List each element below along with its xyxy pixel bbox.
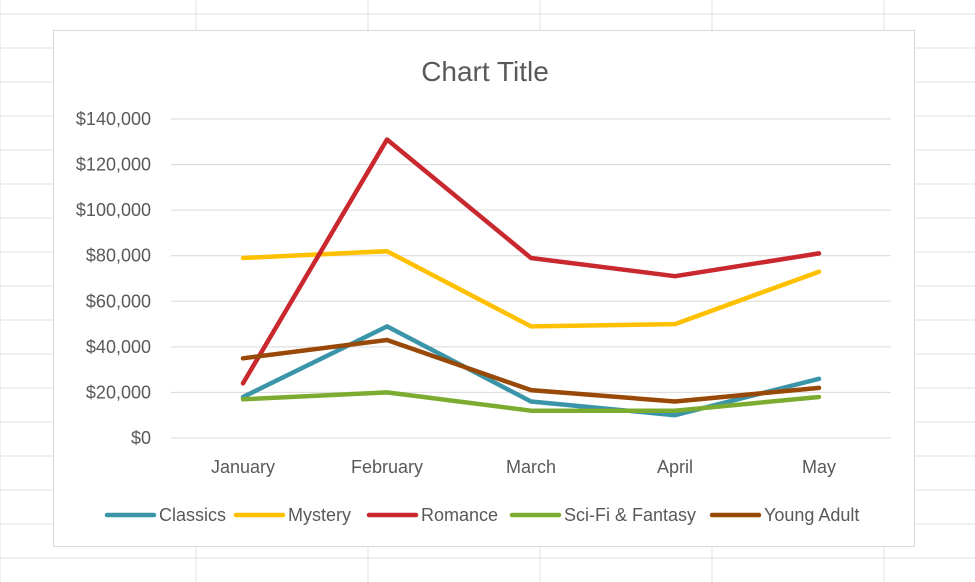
y-tick-label: $0: [131, 428, 151, 448]
y-tick-label: $40,000: [86, 337, 151, 357]
chart-area[interactable]: $0 $20,000 $40,000 $60,000 $80,000 $100,000 $1…: [53, 30, 915, 547]
y-axis-labels: $0 $20,000 $40,000 $60,000 $80,000 $100,000 $1…: [76, 109, 151, 448]
x-tick-label: May: [802, 457, 836, 477]
legend-item[interactable]: Romance: [366, 505, 498, 525]
legend-label: Classics: [159, 505, 226, 525]
chart-title[interactable]: Chart Title: [421, 56, 549, 87]
series-line-mystery[interactable]: [240, 248, 822, 329]
x-tick-label: January: [211, 457, 275, 477]
legend-label: Sci-Fi & Fantasy: [564, 505, 696, 525]
legend-label: Young Adult: [764, 505, 859, 525]
y-tick-label: $60,000: [86, 291, 151, 311]
legend-item[interactable]: Classics: [104, 505, 226, 525]
x-tick-label: March: [506, 457, 556, 477]
y-tick-label: $80,000: [86, 246, 151, 266]
series-line-romance[interactable]: [240, 137, 822, 386]
series-line-classics[interactable]: [240, 324, 822, 418]
x-tick-label: April: [657, 457, 693, 477]
line-chart: $0 $20,000 $40,000 $60,000 $80,000 $100,000 $1…: [76, 56, 891, 525]
x-axis-labels: January February March April May: [211, 457, 836, 477]
legend: Classics Mystery Romance Sci-Fi & Fantasy Yo…: [104, 505, 859, 525]
x-tick-label: February: [351, 457, 423, 477]
y-tick-label: $20,000: [86, 382, 151, 402]
legend-label: Romance: [421, 505, 498, 525]
series-lines: [240, 137, 822, 418]
series-line-sci-fi-fantasy[interactable]: [240, 390, 822, 413]
y-tick-label: $120,000: [76, 155, 151, 175]
y-tick-label: $140,000: [76, 109, 151, 129]
legend-item[interactable]: Sci-Fi & Fantasy: [509, 505, 696, 525]
legend-label: Mystery: [288, 505, 351, 525]
legend-item[interactable]: Young Adult: [709, 505, 859, 525]
legend-item[interactable]: Mystery: [233, 505, 351, 525]
y-tick-label: $100,000: [76, 200, 151, 220]
series-line-young-adult[interactable]: [240, 337, 822, 404]
